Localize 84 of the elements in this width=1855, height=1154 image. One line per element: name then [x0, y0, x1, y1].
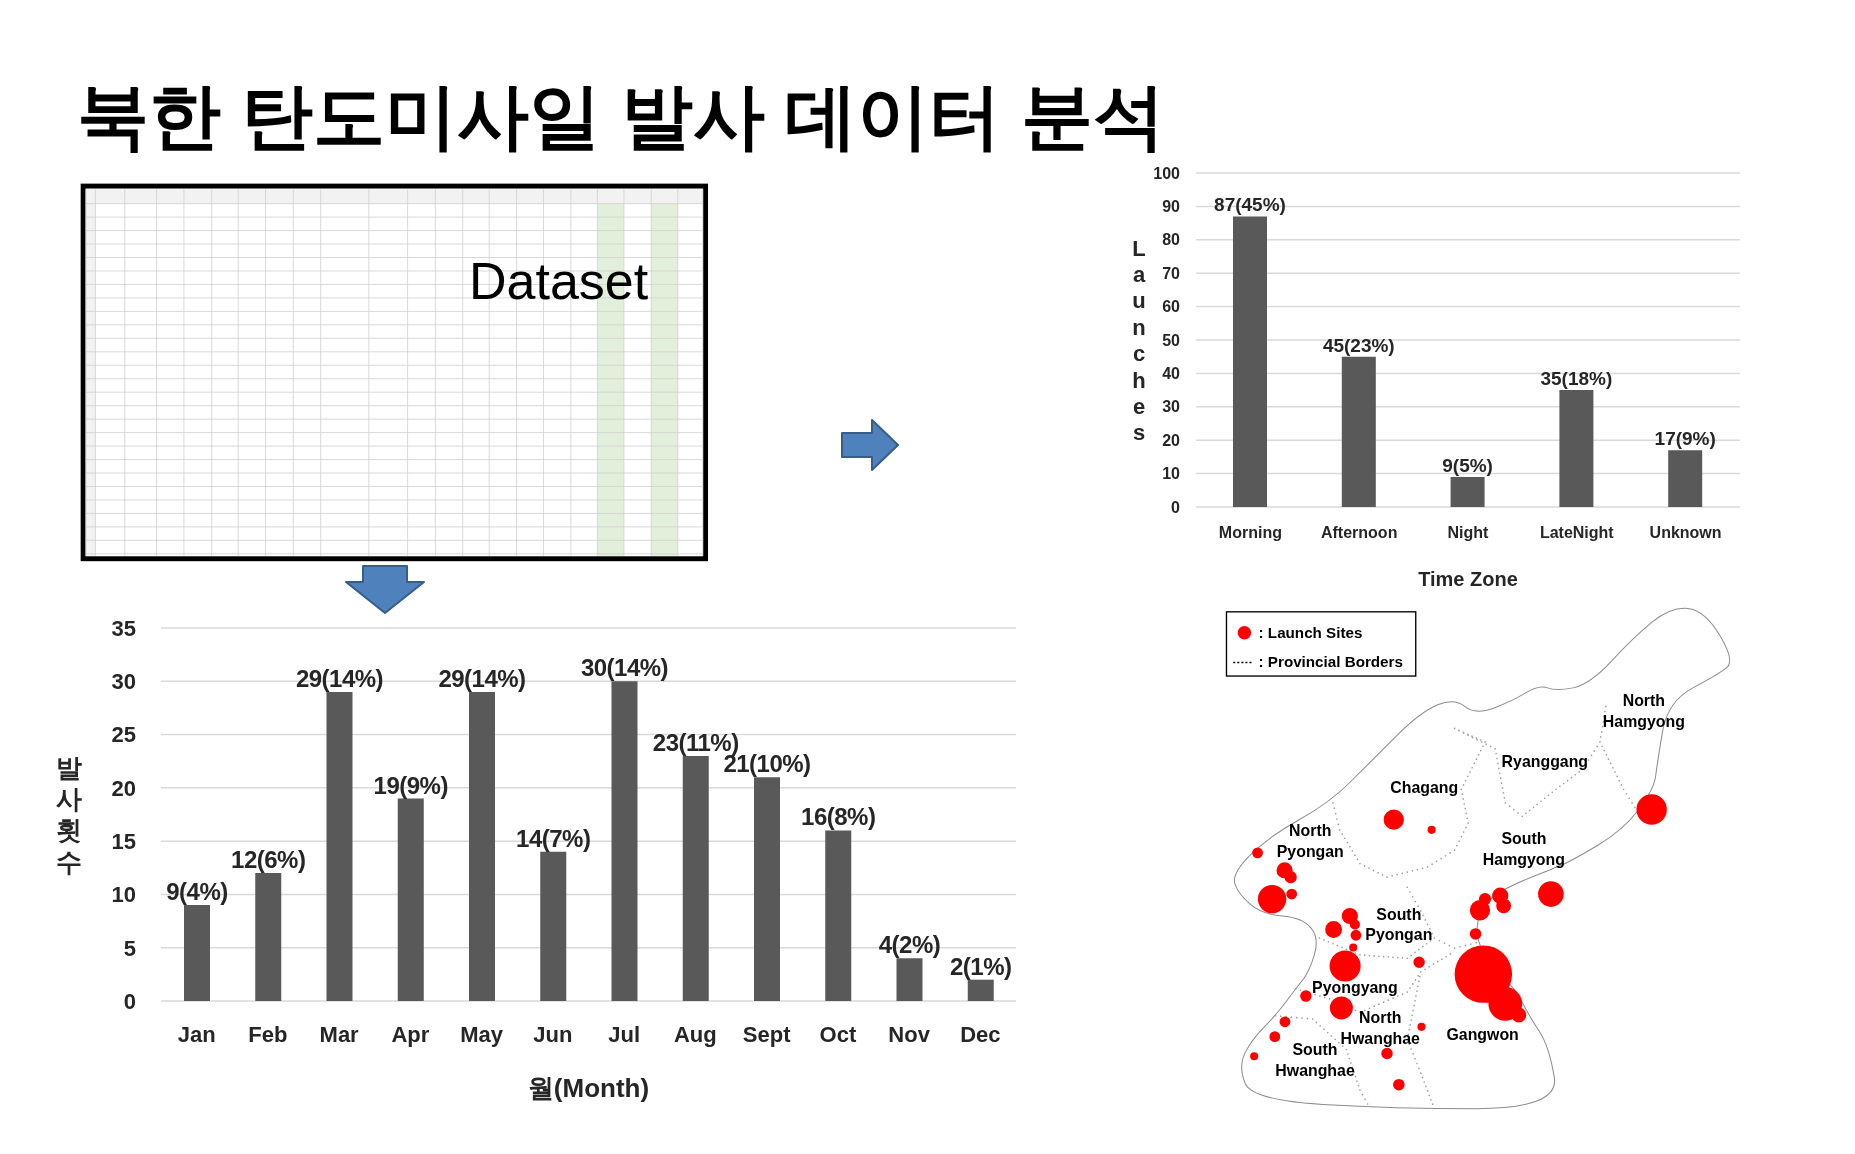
x-tick-label: Dec — [960, 1021, 1001, 1047]
bar — [397, 798, 424, 1001]
y-tick-label: 15 — [111, 828, 136, 854]
y-tick-label: 20 — [111, 775, 136, 801]
data-label: 29(14%) — [295, 664, 384, 692]
text: South Hamgyong — [1482, 829, 1565, 868]
data-label: 29(14%) — [438, 664, 526, 692]
y-tick-label: 10 — [111, 882, 136, 908]
bar — [754, 777, 780, 1001]
text: Pyongyang — [1312, 979, 1398, 997]
bar — [611, 681, 638, 1001]
y-tick-label: 35 — [111, 615, 136, 641]
y-tick-label: 0 — [123, 988, 136, 1014]
bar — [1559, 390, 1594, 507]
bar — [825, 830, 852, 1001]
bar — [469, 691, 495, 1001]
x-tick-label: LateNight — [1539, 524, 1615, 542]
bar — [184, 905, 210, 1001]
text: Gangwon — [1446, 1025, 1519, 1043]
data-label: 4(2%) — [878, 931, 941, 959]
bar — [1233, 216, 1267, 507]
bar — [326, 691, 353, 1001]
y-tick-label: 100 — [1153, 164, 1181, 182]
bar — [255, 873, 282, 1001]
text: South Pyongan — [1365, 905, 1433, 944]
x-axis-title: Time Zone — [1418, 568, 1518, 590]
y-tick-label: 60 — [1162, 298, 1181, 316]
x-tick-label: Nov — [888, 1021, 931, 1047]
data-label: 9(5%) — [1442, 454, 1493, 476]
data-label: 19(9%) — [373, 771, 448, 799]
bar — [1341, 356, 1376, 507]
data-label: 17(9%) — [1654, 428, 1716, 450]
bar — [896, 958, 923, 1001]
x-tick-label: Sept — [742, 1021, 792, 1047]
text: 북한 탄도미사일 발사 데이터 분석 — [77, 75, 1166, 158]
x-tick-label: Mar — [319, 1021, 360, 1047]
text: North Hamgyong — [1602, 691, 1685, 730]
x-tick-label: Apr — [391, 1021, 430, 1047]
data-label: 16(8%) — [801, 803, 876, 831]
y-tick-label: 25 — [111, 722, 136, 748]
y-axis-title: 발사횟수 — [56, 753, 82, 877]
y-tick-label: 30 — [1162, 398, 1181, 416]
y-tick-label: 80 — [1162, 231, 1181, 249]
y-tick-label: 40 — [1162, 365, 1181, 383]
x-tick-label: Feb — [248, 1021, 288, 1047]
data-label: 9(4%) — [166, 878, 228, 906]
y-tick-label: 5 — [123, 935, 136, 961]
data-label: 87(45%) — [1214, 194, 1286, 216]
bar — [967, 979, 994, 1001]
x-tick-label: Unknown — [1649, 524, 1722, 542]
data-label: 2(1%) — [949, 952, 1012, 980]
data-label: 45(23%) — [1322, 334, 1395, 356]
x-tick-label: Night — [1447, 524, 1490, 542]
text: : Launch Sites — [1258, 623, 1363, 641]
data-label: 30(14%) — [580, 654, 669, 682]
y-tick-label: 20 — [1162, 431, 1181, 449]
y-tick-label: 50 — [1162, 331, 1181, 349]
x-tick-label: May — [460, 1021, 504, 1047]
x-tick-label: Jan — [177, 1021, 216, 1047]
x-tick-label: Jul — [608, 1021, 641, 1047]
bar — [1668, 450, 1703, 507]
text: : Provincial Borders — [1258, 652, 1403, 670]
y-axis-title: Launches — [1132, 235, 1146, 446]
data-label: 35(18%) — [1540, 368, 1613, 390]
y-tick-label: 0 — [1171, 498, 1181, 516]
x-tick-label: Jun — [533, 1021, 573, 1047]
text: Dataset — [469, 252, 649, 310]
text: Ryanggang — [1501, 752, 1589, 770]
text: Chagang — [1390, 779, 1459, 797]
x-tick-label: Aug — [673, 1021, 717, 1047]
bar — [682, 755, 709, 1001]
x-tick-label: Oct — [819, 1021, 857, 1047]
x-axis-title: 월(Month) — [527, 1073, 650, 1103]
bar — [540, 851, 567, 1001]
data-label: 12(6%) — [231, 846, 306, 874]
data-label: 14(7%) — [516, 824, 591, 852]
text: North Pyongan — [1276, 821, 1344, 860]
y-tick-label: 30 — [111, 669, 136, 695]
y-tick-label: 70 — [1162, 264, 1181, 282]
bar — [1450, 476, 1485, 507]
y-tick-label: 10 — [1162, 465, 1181, 483]
y-tick-label: 90 — [1162, 198, 1181, 216]
x-tick-label: Afternoon — [1320, 524, 1398, 542]
x-tick-label: Morning — [1218, 524, 1282, 542]
